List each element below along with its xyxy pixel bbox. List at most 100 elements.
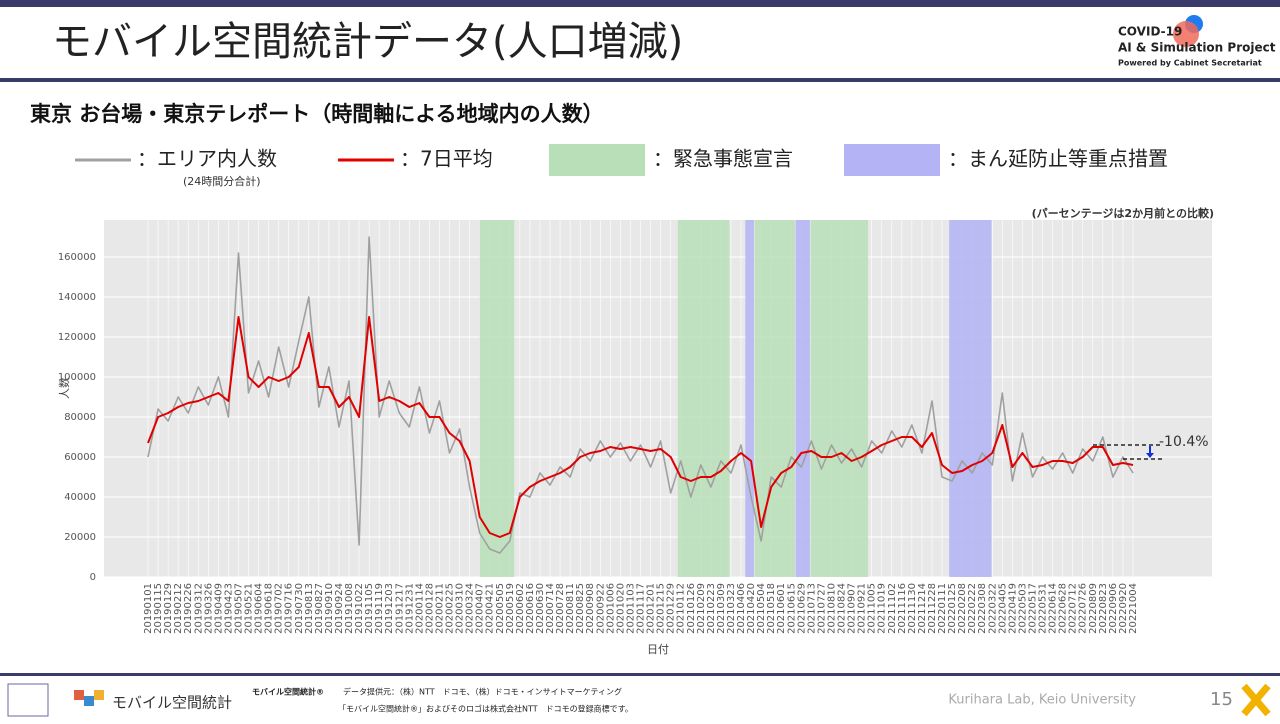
x-tick-label: 20191231: [404, 583, 415, 634]
x-tick-label: 20190129: [163, 583, 174, 634]
x-tick-label: 20220419: [1007, 583, 1018, 634]
x-tick-label: 20210309: [716, 583, 727, 634]
x-tick-label: 20200714: [545, 583, 556, 634]
x-tick-label: 20211214: [917, 583, 928, 634]
plot-background: [104, 220, 1212, 577]
y-tick-label: 120000: [58, 332, 96, 343]
x-tick-label: 20220405: [997, 583, 1008, 634]
x-tick-label: 20211102: [887, 583, 898, 634]
period-band: [754, 220, 795, 577]
x-tick-label: 20220125: [947, 583, 958, 634]
x-tick-label: 20200630: [535, 583, 546, 634]
legend-label: ：7日平均: [400, 147, 493, 171]
x-tick-label: 20220517: [1027, 583, 1038, 634]
x-tick-label: 20211130: [907, 583, 918, 634]
x-tick-label: 20201215: [656, 583, 667, 634]
y-tick-label: 60000: [64, 452, 96, 463]
x-tick-label: 20190409: [213, 583, 224, 634]
x-tick-label: 20210629: [796, 583, 807, 634]
series-line: [147, 316, 1134, 538]
x-tick-label: 20191217: [394, 583, 405, 634]
x-tick-label: 20220614: [1048, 583, 1059, 634]
legend-label: ：まん延防止等重点措置: [948, 147, 1168, 171]
x-tick-label: 20190827: [314, 583, 325, 634]
chart-note: (パーセンテージは2か月前との比較): [1032, 206, 1214, 220]
x-tick-label: 20220111: [937, 583, 948, 634]
x-tick-label: 20211228: [927, 583, 938, 634]
x-tick-label: 20201201: [646, 583, 657, 634]
x-tick-label: 20200922: [595, 583, 606, 634]
x-tick-label: 20221004: [1128, 583, 1139, 634]
x-tick-label: 20210504: [756, 583, 767, 634]
logo-dot: [1173, 21, 1199, 47]
x-tick-label: 20210921: [857, 583, 868, 634]
x-tick-label: 20220531: [1038, 583, 1049, 634]
y-tick-label: 140000: [58, 292, 96, 303]
y-tick-label: 100000: [58, 372, 96, 383]
x-axis-label: 日付: [647, 643, 669, 656]
period-band: [949, 220, 992, 577]
x-tick-label: 20190813: [304, 583, 315, 634]
x-tick-label: 20211116: [897, 583, 908, 634]
x-tick-label: 20210810: [826, 583, 837, 634]
x-tick-label: 20200602: [515, 583, 526, 634]
x-tick-label: 20220809: [1088, 583, 1099, 634]
x-tick-label: 20191022: [354, 583, 365, 634]
x-tick-label: 20220712: [1068, 583, 1079, 634]
logo-cube: [74, 690, 84, 700]
x-tick-label: 20200728: [555, 583, 566, 634]
x-tick-label: 20200324: [465, 583, 476, 634]
x-tick-label: 20210223: [706, 583, 717, 634]
top-bar: [0, 0, 1280, 7]
slide-title: モバイル空間統計データ(人口増減): [52, 19, 683, 65]
logo-text: COVID-19: [1118, 25, 1182, 39]
legend-swatch: [844, 144, 940, 176]
x-tick-label: 20200908: [585, 583, 596, 634]
period-band: [677, 220, 730, 577]
x-tick-label: 20191203: [384, 583, 395, 634]
x-tick-label: 20190716: [284, 583, 295, 634]
x-tick-label: 20190507: [233, 583, 244, 634]
x-tick-label: 20210323: [726, 583, 737, 634]
footer-source: データ提供元：（株）NTT ドコモ、（株）ドコモ・インサイトマーケティング: [343, 687, 622, 697]
legend-swatch: [549, 144, 645, 176]
x-tick-label: 20210420: [746, 583, 757, 634]
x-tick-label: 20200128: [424, 583, 435, 634]
x-tick-label: 20220208: [957, 583, 968, 634]
x-tick-label: 20190212: [173, 583, 184, 634]
footer-icon: [1241, 683, 1271, 717]
x-tick-label: 20210824: [837, 583, 848, 634]
x-tick-label: 20200407: [475, 583, 486, 634]
x-tick-label: 20190924: [334, 583, 345, 634]
x-tick-label: 20220906: [1108, 583, 1119, 634]
x-tick-label: 20201006: [605, 583, 616, 634]
x-tick-label: 20200310: [455, 583, 466, 634]
x-tick-label: 20190115: [153, 583, 164, 634]
y-axis-label: 人数: [58, 377, 71, 399]
x-tick-label: 20210112: [676, 583, 687, 634]
period-band: [745, 220, 754, 577]
logo-cube: [84, 696, 94, 706]
x-tick-label: 20220322: [987, 583, 998, 634]
x-tick-label: 20190226: [183, 583, 194, 634]
series-line: [147, 236, 1134, 554]
x-tick-label: 20190326: [203, 583, 214, 634]
x-tick-label: 20201229: [666, 583, 677, 634]
x-tick-label: 20190618: [264, 583, 275, 634]
y-tick-label: 80000: [64, 412, 96, 423]
period-band: [479, 220, 515, 577]
x-tick-label: 20200421: [485, 583, 496, 634]
x-tick-label: 20190521: [244, 583, 255, 634]
x-tick-label: 20211019: [877, 583, 888, 634]
x-tick-label: 20190604: [254, 583, 265, 634]
period-band: [810, 220, 869, 577]
x-tick-label: 20210126: [686, 583, 697, 634]
x-tick-label: 20220823: [1098, 583, 1109, 634]
footer-lab: Kurihara Lab, Keio University: [948, 693, 1136, 708]
title-rule: [0, 78, 1280, 82]
x-tick-label: 20211005: [867, 583, 878, 634]
x-tick-label: 20210907: [847, 583, 858, 634]
x-tick-label: 20220920: [1118, 583, 1129, 634]
page-number: 15: [1210, 689, 1233, 710]
